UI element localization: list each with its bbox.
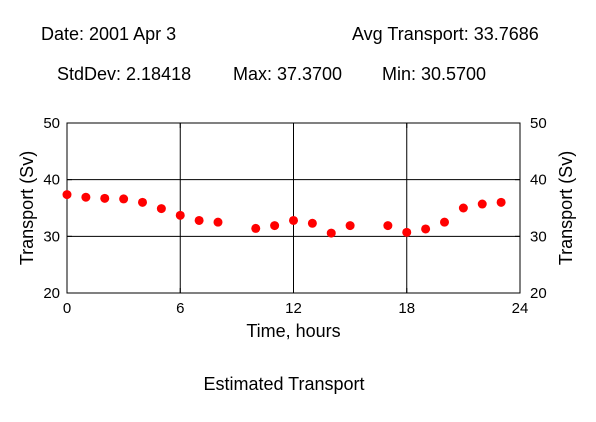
y-tick-label-left: 40 [43, 172, 60, 189]
data-point [213, 217, 223, 227]
data-point [326, 228, 336, 238]
data-point [440, 217, 449, 227]
y-tick-label-right: 50 [530, 115, 547, 132]
data-point [458, 203, 468, 213]
x-tick-label: 0 [63, 300, 71, 317]
data-point [175, 210, 185, 220]
y-tick-label-right: 20 [530, 285, 547, 302]
data-point [421, 224, 431, 234]
y-tick-label-left: 20 [43, 285, 60, 302]
stddev-label: StdDev: 2.18418 [57, 64, 192, 84]
grid-lines [67, 123, 520, 293]
y-tick-label-left: 50 [43, 115, 60, 132]
max-label: Max: 37.3700 [233, 64, 343, 84]
min-label: Min: 30.5700 [382, 64, 487, 84]
x-axis-title: Time, hours [246, 321, 340, 341]
x-tick-label: 18 [398, 300, 415, 317]
date-label: Date: 2001 Apr 3 [41, 24, 177, 44]
data-points [62, 190, 506, 238]
y-tick-label-right: 30 [530, 228, 547, 245]
data-point [496, 197, 506, 207]
data-point [383, 221, 393, 231]
data-point [194, 215, 204, 225]
data-point [100, 193, 110, 203]
data-point [156, 204, 166, 214]
y-tick-label-left: 30 [43, 228, 60, 245]
y-axis-title-right: Transport (Sv) [556, 151, 576, 265]
x-tick-label: 12 [285, 300, 302, 317]
y-axis-title-left: Transport (Sv) [17, 151, 37, 265]
data-point [270, 221, 280, 231]
data-point [307, 218, 317, 228]
data-point [477, 199, 487, 209]
data-point [81, 192, 91, 202]
data-point [289, 215, 298, 225]
x-tick-label: 24 [512, 300, 529, 317]
data-point [119, 194, 129, 204]
data-point [251, 223, 261, 233]
chart-caption: Estimated Transport [203, 374, 365, 394]
x-tick-label: 6 [176, 300, 184, 317]
y-tick-label-right: 40 [530, 172, 547, 189]
avg-transport-label: Avg Transport: 33.7686 [352, 24, 539, 44]
data-point [345, 221, 355, 231]
data-point [62, 190, 72, 200]
data-point [402, 227, 412, 237]
data-point [138, 197, 147, 207]
